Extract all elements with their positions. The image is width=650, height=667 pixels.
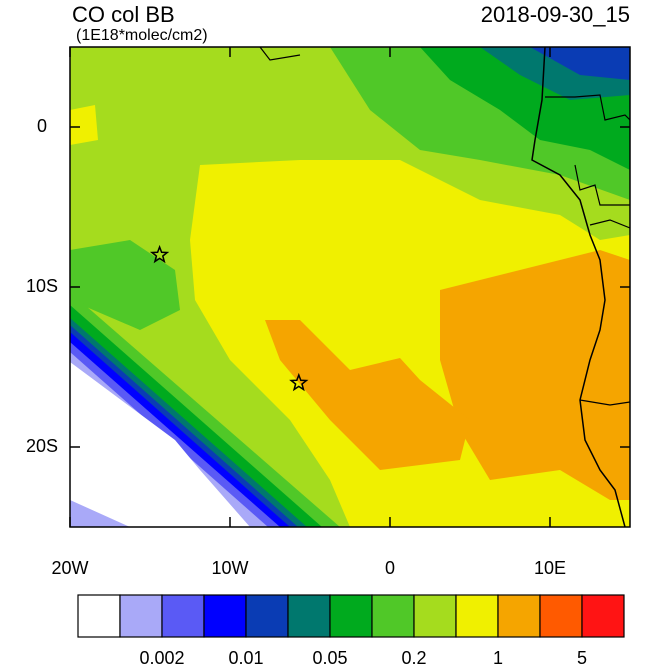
field-region [70,240,180,330]
x-tick-label: 20W [51,558,88,578]
colorbar-box [203,594,247,638]
colorbar-label: 0.002 [139,648,184,667]
x-tick-label: 0 [385,558,395,578]
border [589,219,630,229]
field-region [70,362,250,527]
colorbar-label: 0.01 [228,648,263,667]
site-marker [289,372,309,392]
y-tick-label: 10S [26,276,58,296]
colorbar-label: 0.05 [312,648,347,667]
field [70,47,630,527]
colorbar-box [581,594,625,638]
colorbar-box [161,594,205,638]
colorbar-label: 0.2 [401,648,426,667]
colorbar-box [371,594,415,638]
time: 2018-09-30_15 [481,2,630,27]
colorbar-box [77,594,121,638]
border [545,94,630,121]
colorbar-box [539,594,583,638]
colorbar-box [245,594,289,638]
field-region [440,250,630,500]
colorbar-box [329,594,373,638]
border [579,399,630,406]
colorbar-box [119,594,163,638]
colorbar-box [287,594,331,638]
border [574,164,630,206]
x-tick-label: 10W [211,558,248,578]
field-region [70,105,98,145]
colorbar-box [413,594,457,638]
field-region [530,47,630,80]
colorbar-label: 5 [577,648,587,667]
y-tick-label: 20S [26,436,58,456]
site-marker [149,244,170,264]
colorbar-box [455,594,499,638]
title: CO col BB [72,2,175,27]
y-tick-label: 0 [37,116,47,136]
border [259,47,301,61]
field-region [265,320,470,470]
coastline [531,47,626,527]
colorbar-label: 1 [493,648,503,667]
x-tick-label: 10E [534,558,566,578]
colorbar-box [497,594,541,638]
units: (1E18*molec/cm2) [76,27,208,44]
